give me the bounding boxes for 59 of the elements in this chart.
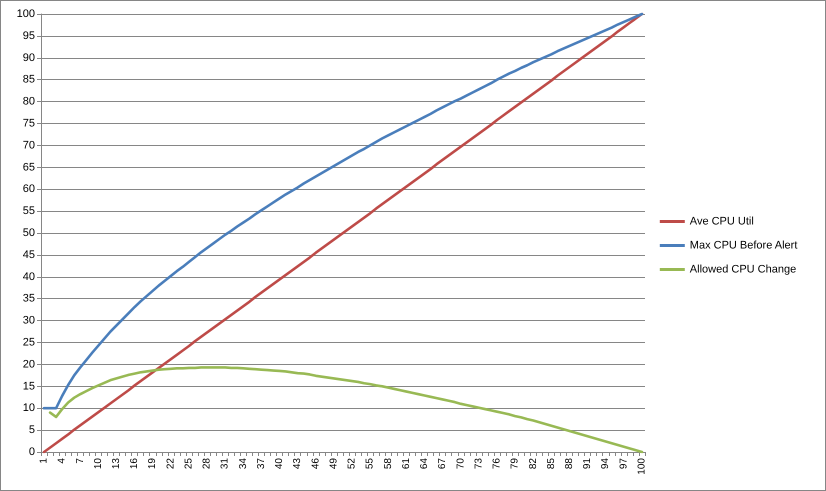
x-tick-label: 94 (600, 458, 612, 470)
y-tick-label: 20 (22, 358, 35, 370)
x-tick-label: 91 (582, 458, 594, 470)
x-tick-label: 58 (382, 458, 394, 470)
x-tick-label: 1 (38, 458, 50, 464)
x-tick-label: 64 (419, 458, 430, 470)
x-tick-label: 88 (564, 458, 575, 470)
y-tick-label: 0 (28, 446, 35, 458)
y-tick-label: 35 (22, 292, 35, 305)
x-tick-label: 49 (328, 458, 340, 470)
y-tick-label: 45 (22, 248, 35, 261)
y-tick-label: 100 (16, 8, 35, 20)
legend-label: Allowed CPU Change (690, 264, 796, 276)
y-tick-label: 80 (22, 96, 35, 108)
x-tick-label: 22 (165, 458, 176, 470)
line-series (48, 366, 644, 454)
x-tick-label: 4 (56, 458, 68, 464)
y-tick-label: 10 (22, 402, 35, 414)
y-tick-label: 25 (22, 336, 35, 348)
x-tick-label: 76 (492, 458, 503, 470)
x-tick-label: 19 (147, 458, 158, 470)
y-tick-label: 60 (22, 183, 35, 196)
legend-label: Ave CPU Util (690, 216, 754, 228)
y-tick-label: 75 (22, 118, 35, 130)
x-tick-label: 46 (310, 458, 322, 470)
x-tick-label: 85 (546, 458, 557, 470)
x-tick-label: 37 (256, 458, 267, 470)
y-tick-label: 95 (22, 30, 35, 42)
x-tick-label: 97 (618, 458, 630, 470)
x-tick-label: 28 (202, 458, 213, 470)
x-tick-label: 34 (238, 458, 249, 470)
legend-label: Max CPU Before Alert (690, 240, 798, 252)
x-tick-label: 31 (220, 458, 231, 470)
y-tick-label: 70 (22, 139, 35, 152)
x-tick-label: 13 (111, 458, 122, 470)
x-tick-label: 16 (129, 458, 140, 470)
y-tick-label: 40 (22, 270, 35, 283)
x-tick-label: 43 (292, 458, 304, 470)
y-tick-label: 90 (22, 52, 35, 64)
y-tick-label: 15 (22, 380, 35, 392)
x-tick-label: 55 (364, 458, 376, 470)
x-tick-label: 67 (437, 458, 448, 470)
x-tick-label: 82 (528, 458, 539, 470)
y-tick-label: 50 (22, 227, 35, 239)
x-tick-label: 25 (183, 458, 194, 470)
x-tick-label: 61 (400, 458, 412, 470)
y-tick-label: 55 (22, 205, 35, 218)
x-tick-label: 10 (92, 458, 104, 470)
y-tick-label: 5 (28, 424, 35, 436)
x-tick-label: 100 (636, 458, 648, 475)
x-tick-label: 70 (455, 458, 466, 470)
x-tick-label: 52 (346, 458, 358, 470)
x-tick-label: 79 (510, 458, 521, 470)
x-tick-label: 7 (74, 458, 86, 464)
x-tick-label: 73 (473, 458, 484, 470)
x-tick-label: 40 (274, 458, 286, 470)
y-tick-label: 65 (22, 161, 35, 174)
y-tick-label: 85 (22, 74, 35, 86)
y-tick-label: 30 (22, 314, 35, 327)
